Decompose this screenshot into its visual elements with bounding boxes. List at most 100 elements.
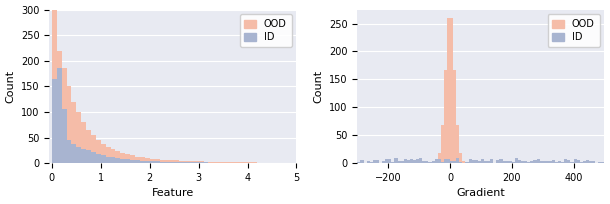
Bar — [564, 159, 567, 163]
Bar — [524, 162, 527, 163]
Bar — [204, 162, 209, 163]
Bar — [101, 155, 106, 163]
Bar — [101, 144, 106, 163]
Bar — [444, 159, 447, 163]
Bar — [130, 155, 135, 163]
Bar — [487, 162, 490, 163]
Bar — [509, 161, 512, 163]
Bar — [91, 135, 96, 163]
Bar — [71, 102, 76, 163]
Bar — [165, 160, 170, 163]
Bar — [512, 162, 515, 163]
Bar — [189, 161, 194, 163]
Bar — [506, 161, 509, 163]
Bar — [453, 161, 456, 163]
Bar — [115, 151, 120, 163]
Bar — [154, 161, 160, 163]
Bar — [583, 162, 586, 163]
Y-axis label: Count: Count — [314, 70, 323, 103]
Bar — [120, 159, 125, 163]
Bar — [481, 159, 484, 163]
Bar — [422, 161, 425, 163]
Bar — [453, 70, 456, 163]
Bar — [425, 161, 428, 163]
Bar — [170, 162, 174, 163]
Bar — [521, 162, 524, 163]
Bar — [361, 160, 364, 163]
Bar — [174, 160, 179, 163]
Bar — [382, 161, 385, 163]
Bar — [500, 159, 503, 163]
Bar — [160, 160, 165, 163]
Bar — [140, 157, 145, 163]
Bar — [357, 162, 361, 163]
Bar — [573, 159, 576, 163]
X-axis label: Feature: Feature — [152, 188, 194, 198]
Bar — [66, 140, 71, 163]
Bar — [62, 68, 66, 163]
Bar — [410, 159, 413, 163]
Bar — [115, 158, 120, 163]
Bar — [589, 161, 592, 163]
Bar — [518, 160, 521, 163]
Bar — [441, 162, 444, 163]
Bar — [447, 18, 450, 163]
Bar — [57, 68, 62, 163]
Bar — [419, 158, 422, 163]
Bar — [170, 160, 174, 163]
Bar — [428, 162, 431, 163]
Bar — [81, 149, 86, 163]
Bar — [431, 162, 434, 163]
Bar — [438, 159, 441, 163]
Bar — [543, 161, 546, 163]
Bar — [204, 162, 209, 163]
Bar — [135, 156, 140, 163]
Bar — [465, 162, 468, 163]
Bar — [76, 147, 81, 163]
Bar — [515, 158, 518, 163]
Bar — [450, 161, 453, 163]
Bar — [373, 160, 376, 163]
Bar — [96, 154, 101, 163]
Bar — [228, 162, 233, 163]
Bar — [199, 161, 204, 163]
Bar — [549, 162, 552, 163]
Bar — [459, 162, 462, 163]
Bar — [86, 130, 91, 163]
Bar — [472, 160, 475, 163]
Bar — [490, 159, 493, 163]
Bar — [184, 162, 189, 163]
Bar — [456, 157, 459, 163]
Bar — [478, 162, 481, 163]
Bar — [530, 162, 533, 163]
Bar — [407, 160, 410, 163]
Bar — [96, 140, 101, 163]
Bar — [243, 162, 248, 163]
Bar — [540, 161, 543, 163]
Bar — [86, 150, 91, 163]
Bar — [441, 125, 444, 163]
Bar — [253, 162, 257, 163]
Bar — [125, 154, 130, 163]
Bar — [552, 160, 555, 163]
Bar — [165, 162, 170, 163]
Bar — [66, 86, 71, 163]
Bar — [459, 153, 462, 163]
Bar — [444, 70, 447, 163]
Bar — [576, 160, 579, 163]
Bar — [71, 144, 76, 163]
Bar — [546, 161, 549, 163]
Bar — [438, 153, 441, 163]
Bar — [194, 161, 199, 163]
Bar — [106, 147, 110, 163]
Bar — [149, 161, 154, 163]
Bar — [533, 160, 537, 163]
Bar — [238, 162, 243, 163]
Bar — [434, 159, 438, 163]
Bar — [57, 51, 62, 163]
Bar — [130, 160, 135, 163]
Bar — [194, 162, 199, 163]
Bar — [389, 159, 392, 163]
Bar — [392, 162, 395, 163]
Bar — [527, 162, 530, 163]
